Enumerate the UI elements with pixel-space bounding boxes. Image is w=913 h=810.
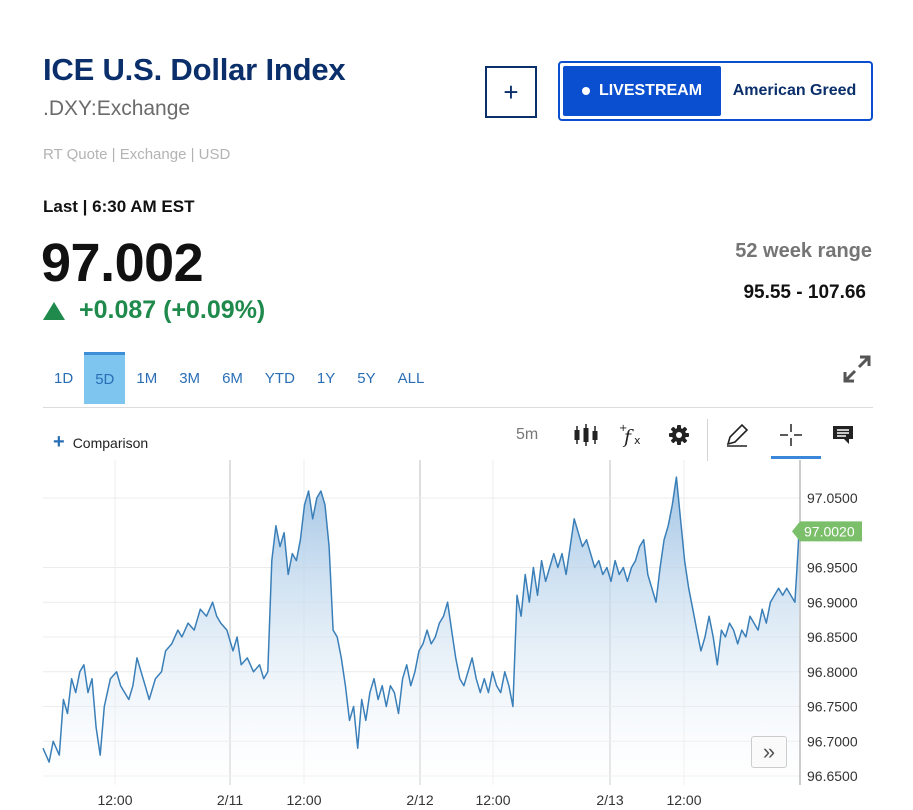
tab-1d[interactable]: 1D — [54, 369, 74, 387]
price-change: +0.087 (+0.09%) — [43, 296, 265, 325]
livestream-button[interactable]: LIVESTREAM — [563, 66, 721, 116]
show-name-link[interactable]: American Greed — [732, 82, 857, 99]
tab-all[interactable]: ALL — [397, 369, 425, 387]
y-tick-label: 96.6500 — [807, 768, 858, 784]
up-triangle-icon — [43, 301, 65, 320]
comparison-label: Comparison — [72, 434, 149, 451]
ticker-symbol: .DXY:Exchange — [43, 97, 191, 120]
scroll-to-latest-button[interactable]: » — [751, 736, 787, 768]
tab-1y[interactable]: 1Y — [316, 369, 336, 387]
y-tick-label: 96.9500 — [807, 560, 858, 576]
livestream-label: LIVESTREAM — [598, 82, 703, 99]
add-to-watchlist-button[interactable]: + — [485, 66, 537, 118]
tab-ytd[interactable]: YTD — [264, 369, 295, 387]
y-tick-label: 96.8500 — [807, 629, 858, 645]
svg-text:x: x — [634, 434, 641, 447]
pencil-icon[interactable] — [722, 420, 752, 450]
x-tick-label: 12:00 — [286, 792, 321, 808]
last-value-tag: 97.0020 — [792, 521, 862, 542]
plus-icon: + — [53, 431, 65, 453]
last-time-label: Last | 6:30 AM EST — [43, 197, 195, 216]
x-tick-label: 2/13 — [596, 792, 623, 808]
x-tick-label: 2/12 — [406, 792, 433, 808]
tab-3m[interactable]: 3M — [179, 369, 201, 387]
price-chart[interactable]: 97.0500 96.9500 96.9000 96.8500 96.8000 96.75… — [0, 460, 913, 810]
last-value-marker — [792, 521, 862, 542]
x-tick-label: 12:00 — [666, 792, 701, 808]
x-tick-label: 12:00 — [97, 792, 132, 808]
svg-text:f: f — [622, 426, 634, 448]
tab-1m[interactable]: 1M — [136, 369, 158, 387]
y-tick-label: 96.7500 — [807, 699, 858, 715]
svg-text:+: + — [619, 423, 627, 434]
week-range-value: 95.55 - 107.66 — [743, 282, 866, 303]
candlestick-icon[interactable] — [571, 420, 601, 450]
y-tick-label: 97.0500 — [807, 490, 858, 506]
last-value-label: 97.0020 — [804, 523, 855, 539]
comparison-button[interactable]: + Comparison — [53, 431, 148, 454]
price-area — [43, 477, 799, 785]
crosshair-icon[interactable] — [776, 420, 806, 450]
live-dot-icon — [581, 87, 590, 95]
price-change-value: +0.087 (+0.09%) — [79, 296, 266, 324]
tab-5d[interactable]: 5D — [84, 352, 126, 404]
livestream-widget: LIVESTREAM American Greed — [558, 61, 873, 121]
y-tick-label: 96.9000 — [807, 594, 858, 610]
x-tick-label: 2/11 — [217, 792, 243, 808]
y-tick-label: 96.7000 — [807, 733, 858, 749]
tab-5y[interactable]: 5Y — [357, 369, 376, 387]
last-price: 97.002 — [41, 233, 204, 293]
range-tabs: 1D 5D 1M 3M 6M YTD 1Y 5Y ALL — [43, 352, 435, 406]
y-tick-label: 96.8000 — [807, 664, 858, 680]
gear-icon[interactable] — [664, 420, 694, 450]
quote-source: RT Quote | Exchange | USD — [43, 146, 231, 163]
active-tool-indicator — [771, 456, 821, 459]
expand-icon[interactable] — [841, 353, 873, 385]
page-title: ICE U.S. Dollar Index — [43, 52, 346, 87]
x-tick-label: 12:00 — [475, 792, 510, 808]
price-line — [42, 476, 800, 763]
interval-selector[interactable]: 5m — [516, 426, 539, 443]
divider — [43, 407, 873, 408]
toolbar-divider — [707, 419, 708, 461]
comment-icon[interactable] — [828, 420, 858, 450]
week-range-label: 52 week range — [735, 240, 872, 262]
tab-6m[interactable]: 6M — [222, 369, 243, 387]
function-icon[interactable]: + f x — [616, 420, 646, 450]
